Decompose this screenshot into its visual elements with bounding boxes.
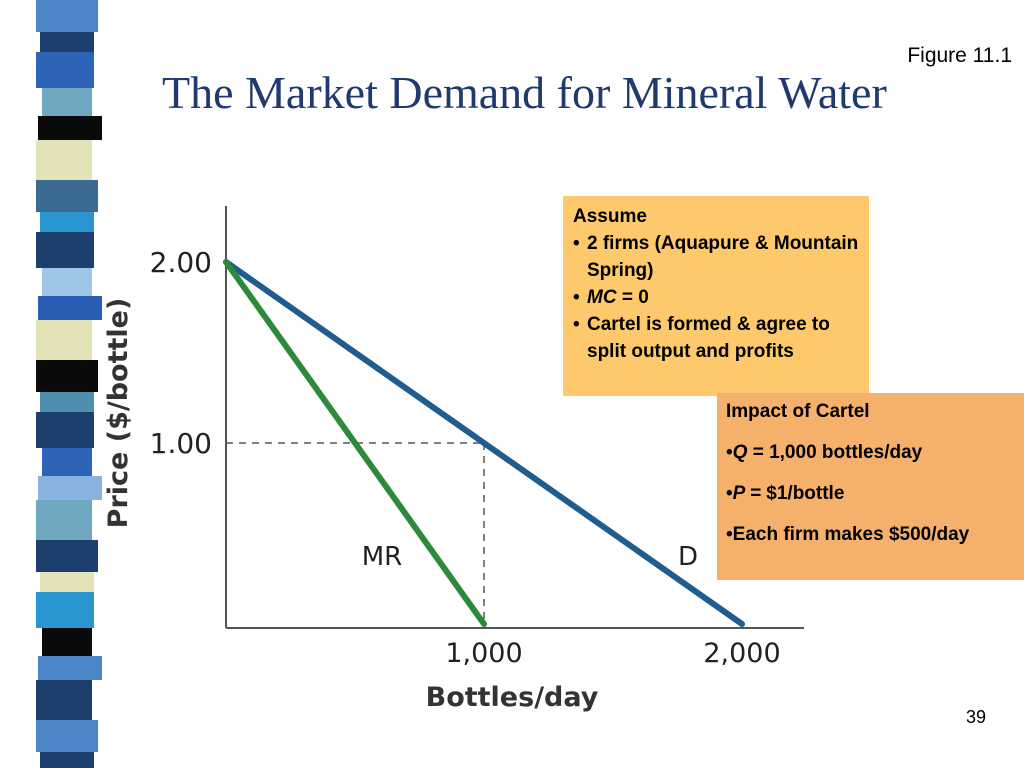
p-value: $1/bottle (761, 483, 845, 504)
sidebar-stripe (38, 296, 102, 320)
assume-item-cartel: Cartel is formed & agree to split output… (573, 311, 859, 365)
sidebar-stripe (42, 88, 92, 116)
sidebar-stripe (36, 412, 94, 448)
x-tick-label: 1,000 (445, 638, 522, 669)
p-variable: P = (732, 483, 761, 504)
sidebar-stripe (42, 628, 92, 656)
sidebar-stripe (40, 572, 94, 592)
impact-profit: •Each firm makes $500/day (726, 524, 970, 545)
series-label-mr: MR (362, 542, 403, 572)
sidebar-stripe (36, 680, 92, 720)
sidebar-stripe (36, 500, 92, 540)
mc-variable: MC (587, 287, 617, 308)
sidebar-stripe (36, 180, 98, 212)
y-tick-label: 1.00 (150, 427, 212, 460)
sidebar-stripe (36, 232, 94, 268)
mc-value: = 0 (616, 287, 649, 308)
sidebar-stripe (42, 268, 92, 296)
q-value: = 1,000 bottles/day (747, 442, 923, 463)
slide-title: The Market Demand for Mineral Water (162, 67, 887, 118)
sidebar-stripe (36, 52, 94, 88)
chart-labels: 2.00 1.00 1,000 2,000 Bottles/day Price ($/bo… (103, 246, 781, 713)
sidebar-stripe (36, 360, 98, 392)
chart-series (223, 259, 745, 627)
series-d-line (223, 259, 745, 627)
assume-cartel-text: Cartel is formed & agree to split output… (587, 314, 830, 362)
y-tick-label: 2.00 (150, 246, 212, 279)
bullet: • (726, 483, 733, 504)
assume-item-mc: MC = 0 (573, 284, 859, 311)
impact-quantity: •Q = 1,000 bottles/day (726, 440, 1015, 466)
cartel-impact-callout: Impact of Cartel •Q = 1,000 bottles/day … (717, 393, 1024, 580)
figure-label: Figure 11.1 (907, 44, 1012, 67)
assume-item-firms: 2 firms (Aquapure & Mountain Spring) (573, 230, 859, 284)
page-number: 39 (966, 707, 987, 727)
impact-price: •P = $1/bottle (726, 481, 1015, 507)
sidebar-stripe (36, 720, 98, 752)
impact-heading: Impact of Cartel (726, 401, 870, 422)
sidebar-stripe (40, 212, 94, 232)
series-label-d: D (678, 542, 698, 572)
sidebar-stripe (36, 592, 94, 628)
sidebar-stripe (38, 476, 102, 500)
assume-list: 2 firms (Aquapure & Mountain Spring) MC … (573, 230, 859, 365)
reference-guides (226, 442, 485, 628)
y-axis-title: Price ($/bottle) (103, 298, 134, 529)
chart-axes (225, 206, 804, 629)
sidebar-stripe (40, 32, 94, 52)
x-axis-title: Bottles/day (426, 682, 599, 713)
decorative-stripe-bar (0, 0, 120, 768)
x-tick-label: 2,000 (703, 638, 780, 669)
q-variable: Q (732, 442, 748, 463)
sidebar-stripe (36, 540, 98, 572)
assume-heading: Assume (573, 206, 647, 227)
bullet: • (726, 442, 733, 463)
sidebar-stripe (38, 116, 102, 140)
sidebar-stripe (38, 656, 102, 680)
sidebar-stripe (42, 448, 92, 476)
sidebar-stripe (36, 320, 92, 360)
sidebar-stripe (40, 752, 94, 768)
sidebar-stripe (36, 140, 92, 180)
sidebar-stripe (36, 0, 98, 32)
series-mr-line (223, 259, 487, 627)
assume-firms-text: 2 firms (Aquapure & Mountain Spring) (587, 233, 859, 281)
assumptions-callout: Assume 2 firms (Aquapure & Mountain Spri… (563, 196, 869, 396)
sidebar-stripe (40, 392, 94, 412)
